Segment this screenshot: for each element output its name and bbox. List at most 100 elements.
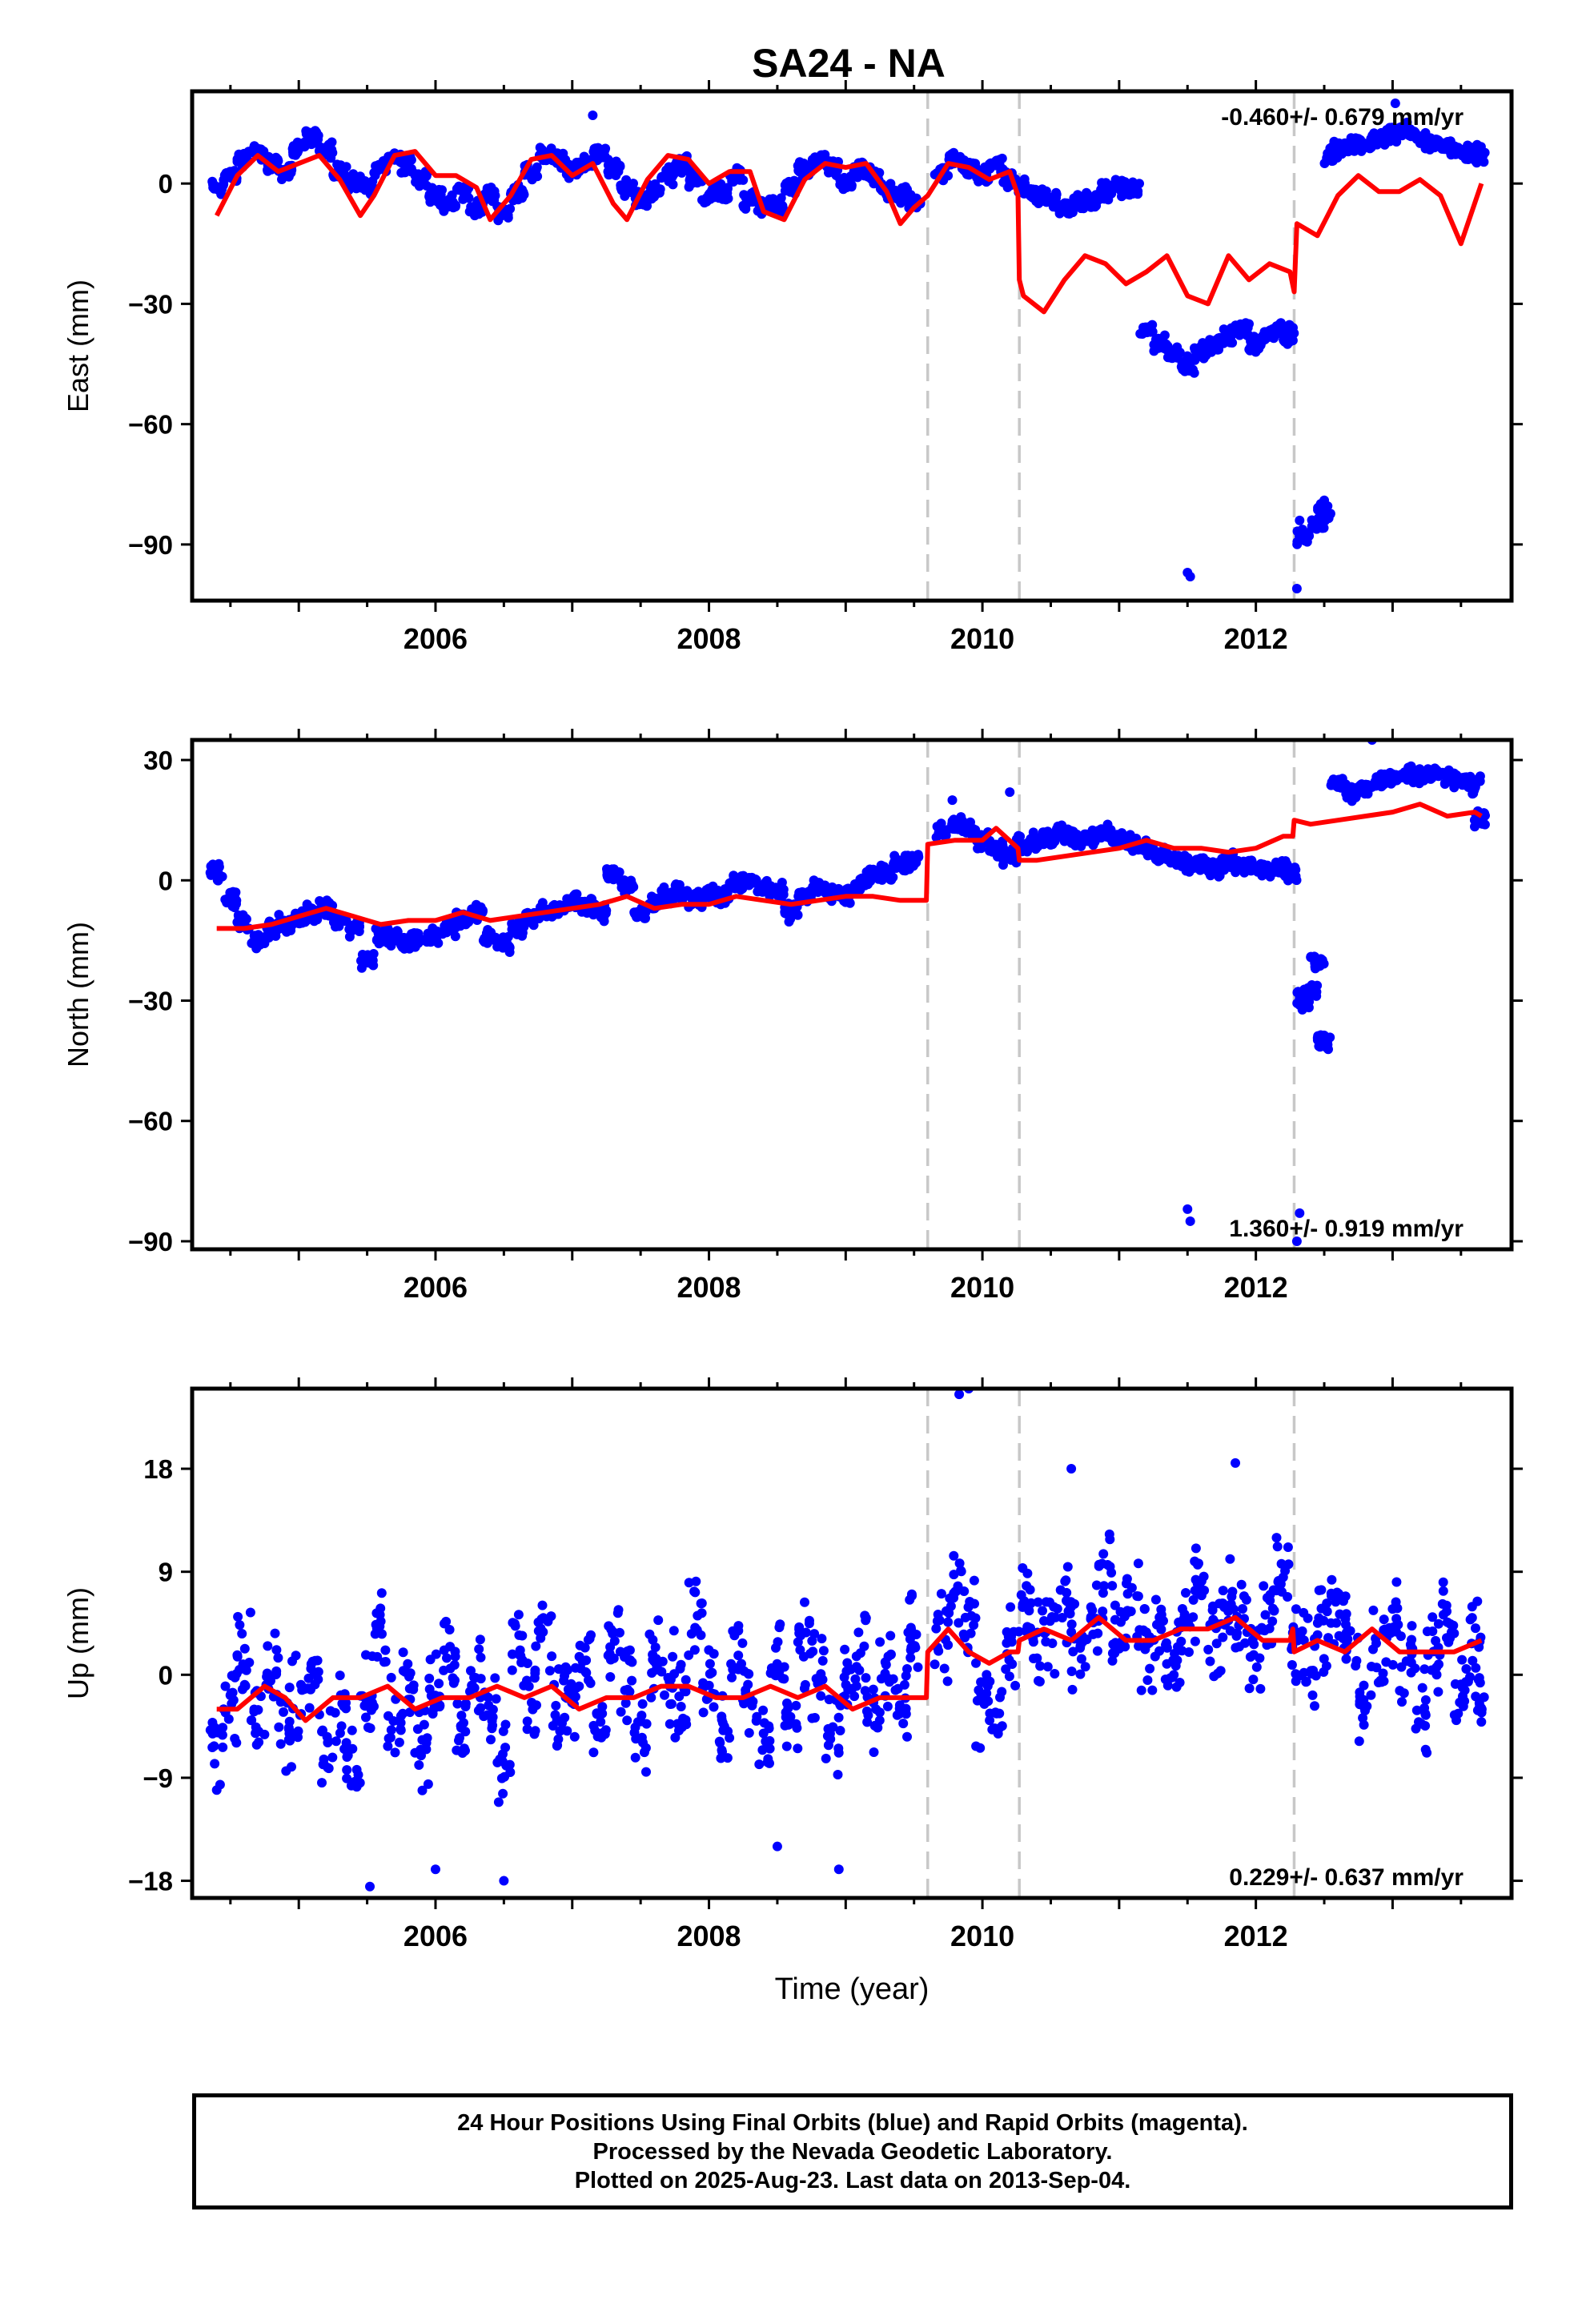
data-point — [375, 1616, 386, 1626]
data-point — [350, 919, 360, 930]
data-point — [245, 1607, 255, 1618]
data-point — [1259, 332, 1269, 342]
data-point — [442, 1653, 452, 1663]
y-tick-label: −30 — [128, 987, 173, 1016]
data-point — [1251, 1662, 1262, 1672]
data-point — [537, 1600, 548, 1610]
data-point — [581, 1655, 592, 1666]
data-point — [609, 1636, 620, 1647]
data-point — [517, 185, 528, 195]
data-point — [1461, 1664, 1472, 1674]
data-point — [913, 1662, 923, 1672]
data-point — [685, 175, 695, 185]
data-point — [251, 1728, 261, 1739]
data-point — [1401, 1656, 1411, 1667]
data-point — [973, 843, 983, 854]
data-point — [501, 207, 511, 217]
data-point — [397, 942, 408, 952]
data-point — [1174, 1678, 1185, 1687]
data-point — [1140, 324, 1150, 334]
data-point — [581, 1667, 592, 1678]
data-point — [1299, 1667, 1309, 1678]
data-point — [1177, 1646, 1187, 1656]
data-point — [1299, 1635, 1309, 1646]
data-point — [1403, 762, 1414, 773]
data-point — [1351, 1655, 1362, 1666]
data-point — [322, 895, 332, 906]
data-point — [779, 1662, 789, 1672]
data-point — [622, 880, 632, 891]
data-point — [813, 1678, 824, 1688]
data-point — [1291, 1676, 1301, 1687]
chart-title: SA24 - NA — [752, 41, 946, 86]
data-point — [560, 1712, 570, 1723]
data-point — [233, 1611, 243, 1622]
y-axis-label: Up (mm) — [62, 1587, 94, 1699]
data-point — [1397, 1697, 1407, 1707]
data-point — [1255, 1653, 1265, 1663]
x-tick-label: 2008 — [677, 1271, 741, 1304]
data-point — [586, 1630, 596, 1640]
x-tick-label: 2010 — [950, 622, 1014, 655]
data-point — [1379, 1614, 1389, 1625]
data-point — [275, 1739, 286, 1749]
data-point — [842, 181, 853, 191]
data-point — [771, 1642, 781, 1653]
data-point — [650, 1642, 661, 1652]
data-point — [205, 1725, 215, 1735]
data-point — [728, 1626, 738, 1636]
data-point — [816, 1691, 826, 1701]
data-point — [560, 1662, 571, 1672]
data-point — [713, 885, 723, 895]
data-point — [217, 1730, 227, 1740]
data-point — [793, 1637, 803, 1647]
data-point — [559, 1675, 569, 1686]
data-point — [1029, 1654, 1038, 1663]
data-point — [377, 1629, 387, 1639]
data-point — [817, 1655, 828, 1666]
data-point — [291, 1651, 301, 1661]
data-point — [890, 1685, 901, 1695]
panel-frame — [190, 1386, 1514, 1900]
data-point — [1427, 1612, 1438, 1622]
data-point — [1351, 790, 1362, 800]
data-point — [1355, 135, 1366, 145]
data-point — [274, 910, 284, 920]
data-point — [969, 1620, 979, 1630]
data-point — [529, 1729, 540, 1739]
data-point — [477, 907, 488, 918]
data-point — [696, 1630, 706, 1640]
data-point — [496, 1773, 507, 1783]
caption-line-2: Processed by the Nevada Geodetic Laborat… — [592, 2138, 1113, 2165]
data-point — [698, 1707, 709, 1718]
data-point — [800, 1597, 809, 1607]
data-point — [1098, 191, 1109, 202]
data-point — [664, 176, 674, 187]
data-point — [220, 1681, 231, 1691]
data-point — [907, 1590, 917, 1601]
data-point — [500, 1719, 511, 1730]
data-point — [762, 1757, 773, 1767]
data-point — [1181, 360, 1191, 370]
data-point — [320, 910, 331, 920]
data-point — [890, 185, 901, 195]
data-point — [1355, 780, 1365, 790]
data-point — [861, 1706, 872, 1716]
data-point — [883, 1651, 893, 1662]
data-point — [898, 1719, 909, 1729]
data-point — [1162, 1680, 1173, 1691]
x-tick-label: 2008 — [677, 1920, 741, 1952]
data-point — [1209, 1671, 1219, 1682]
data-point — [657, 1656, 668, 1667]
data-point — [1391, 1577, 1402, 1587]
x-tick-label: 2010 — [950, 1920, 1014, 1952]
data-point — [1255, 1683, 1266, 1694]
data-point — [421, 1738, 432, 1748]
data-point — [279, 1707, 288, 1717]
data-point — [403, 1659, 413, 1669]
data-point — [709, 1702, 719, 1712]
data-point — [1218, 1586, 1228, 1596]
data-point — [1045, 1616, 1055, 1626]
data-point — [1172, 348, 1182, 359]
data-point — [1467, 1602, 1477, 1612]
